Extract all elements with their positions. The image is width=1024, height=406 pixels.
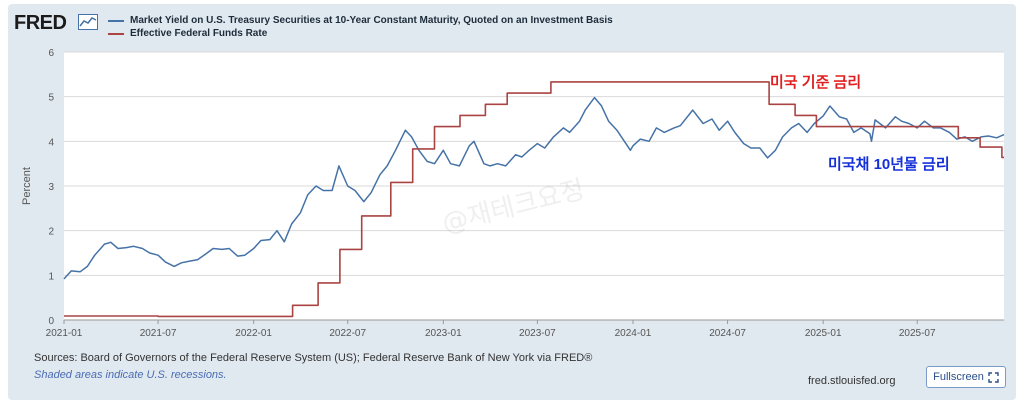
legend-swatch-fed-funds xyxy=(108,32,124,35)
recession-note: Shaded areas indicate U.S. recessions. xyxy=(34,369,227,381)
legend-label-fed-funds: Effective Federal Funds Rate xyxy=(130,28,268,39)
sources-text: Sources: Board of Governors of the Feder… xyxy=(34,352,593,364)
annotation-fed-rate: 미국 기준 금리 xyxy=(770,74,862,91)
legend-item-fed-funds[interactable]: Effective Federal Funds Rate xyxy=(108,27,613,40)
x-tick-label: 2022-07 xyxy=(329,328,366,339)
legend-swatch-treasury xyxy=(108,19,124,22)
chart-panel: FRED Market Yield on U.S. Treasury Secur… xyxy=(8,4,1016,400)
legend: Market Yield on U.S. Treasury Securities… xyxy=(108,14,613,40)
y-tick-label: 3 xyxy=(48,182,54,193)
line-chart: 0 1 2 3 4 5 6 2021-01 2021-07 2022-01 2022-07 2023-… xyxy=(21,48,1005,339)
x-tick-label: 2022-01 xyxy=(235,328,272,339)
expand-icon xyxy=(988,371,999,383)
x-tick-label: 2023-01 xyxy=(425,328,462,339)
fullscreen-label: Fullscreen xyxy=(933,371,984,383)
x-tick-label: 2021-07 xyxy=(140,328,177,339)
series-line-treasury xyxy=(63,96,1005,280)
annotation-treasury: 미국채 10년물 금리 xyxy=(828,156,950,173)
x-tick-label: 2021-01 xyxy=(46,328,83,339)
y-tick-label: 6 xyxy=(48,48,54,59)
legend-item-treasury[interactable]: Market Yield on U.S. Treasury Securities… xyxy=(108,14,613,27)
y-tick-label: 5 xyxy=(48,93,54,104)
y-tick-label: 4 xyxy=(48,137,54,148)
y-tick-label: 0 xyxy=(48,316,54,327)
fred-url[interactable]: fred.stlouisfed.org xyxy=(808,375,896,387)
y-tick-label: 2 xyxy=(48,227,54,238)
y-axis-label: Percent xyxy=(21,167,33,205)
series-line-fed-funds xyxy=(64,81,1004,318)
x-tick-label: 2025-07 xyxy=(899,328,936,339)
chart-line-icon xyxy=(78,14,98,30)
x-tick-label: 2024-07 xyxy=(709,328,746,339)
fred-logo[interactable]: FRED xyxy=(14,12,67,34)
y-tick-label: 1 xyxy=(48,271,54,282)
legend-label-treasury: Market Yield on U.S. Treasury Securities… xyxy=(130,15,613,26)
x-tick-label: 2023-07 xyxy=(519,328,556,339)
x-tick-label: 2025-01 xyxy=(805,328,842,339)
fullscreen-button[interactable]: Fullscreen xyxy=(926,366,1006,388)
x-tick-label: 2024-01 xyxy=(615,328,652,339)
